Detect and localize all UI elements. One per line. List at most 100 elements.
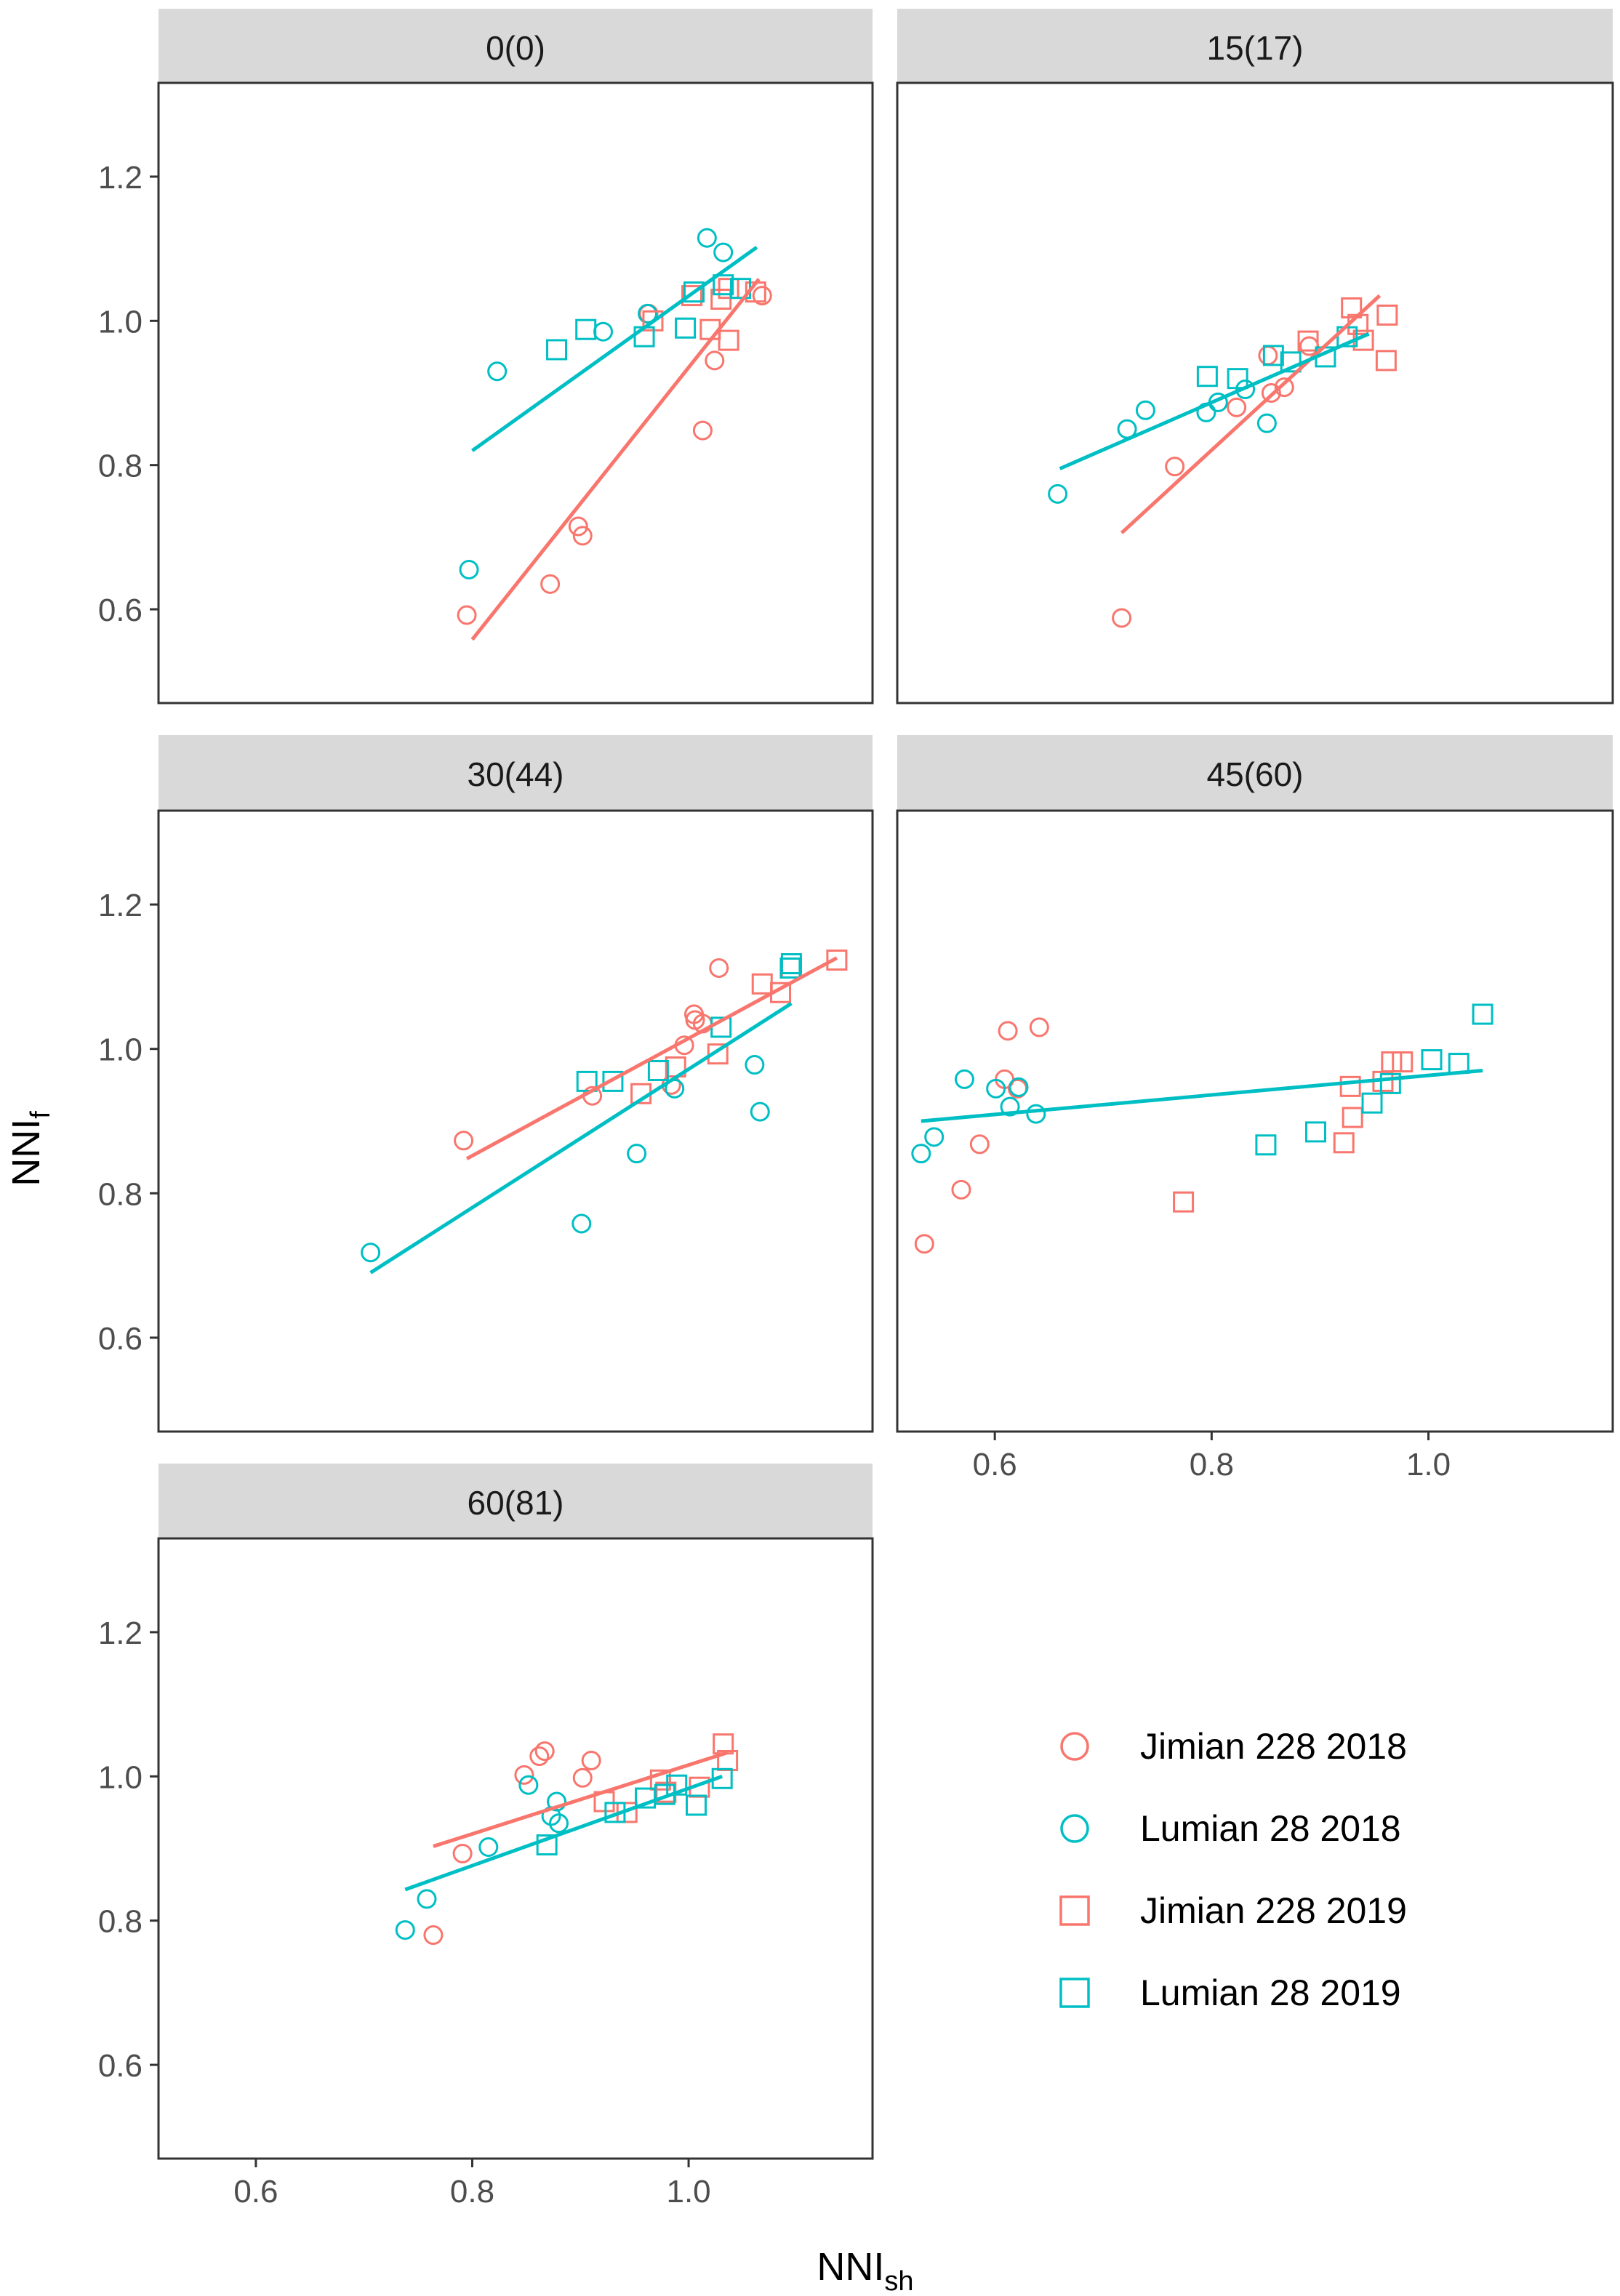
data-point-j18: [998, 1021, 1018, 1041]
data-point-j18: [752, 286, 772, 306]
data-point-j18: [534, 1741, 555, 1762]
data-point-l18: [924, 1127, 945, 1147]
data-point-j18: [572, 1767, 593, 1788]
x-tick-label: 1.0: [666, 2174, 710, 2209]
data-point-j19: [1333, 1132, 1355, 1154]
y-axis-title-main: NNI: [4, 1119, 48, 1187]
data-point-l19: [1262, 345, 1284, 366]
data-point-l18: [395, 1920, 415, 1940]
data-point-l18: [1048, 483, 1068, 504]
x-tick-label: 0.8: [1190, 1447, 1234, 1482]
data-point-j18: [572, 526, 593, 546]
data-point-l18: [911, 1144, 931, 1164]
y-tick-label: 0.8: [98, 1176, 143, 1212]
data-point-l18: [954, 1069, 974, 1089]
facet-strip: [159, 735, 873, 811]
data-point-l19: [647, 1059, 669, 1081]
data-point-j18: [692, 420, 713, 441]
fit-line-lumian: [1059, 332, 1370, 470]
axes: 0.6 0.8 1.0 1.2 0.6 0.8 1.0 1.2 0.6 0.8 1.0 0.6 0.8 1…: [98, 160, 1451, 2209]
panel-border: [896, 81, 1614, 705]
data-point-l18: [697, 228, 717, 248]
x-tick-label: 0.8: [450, 2174, 494, 2209]
panel-border: [896, 809, 1614, 1433]
data-point-l18: [487, 361, 508, 382]
data-point-l19: [602, 1070, 624, 1092]
x-axis-title-subscript: sh: [884, 2266, 913, 2296]
data-point-j18: [454, 1131, 474, 1151]
data-point-j18: [1261, 383, 1281, 403]
y-tick-label: 1.0: [98, 1759, 143, 1795]
data-point-l18: [638, 303, 658, 324]
legend-label: Jimian 228 2019: [1140, 1890, 1407, 1931]
legend-item: Lumian 28 2019: [1059, 1972, 1401, 2013]
data-point-j19: [1339, 1075, 1361, 1097]
data-point-j19: [1297, 330, 1319, 352]
facet-panel: 15(17): [896, 9, 1614, 705]
data-point-j19: [1342, 1107, 1363, 1128]
data-point-j19: [1381, 1051, 1403, 1073]
y-tick-label: 0.6: [98, 1321, 143, 1357]
fit-line-lumian: [369, 1002, 793, 1275]
data-point-j18: [423, 1925, 444, 1946]
data-point-l19: [575, 318, 597, 340]
legend-label: Lumian 28 2018: [1140, 1808, 1401, 1849]
data-point-l18: [713, 242, 734, 262]
fit-line-lumian: [471, 246, 758, 452]
facet-panel: 30(44): [157, 735, 874, 1433]
data-point-l19: [675, 317, 697, 339]
y-tick-label: 1.0: [98, 304, 143, 340]
data-point-j18: [457, 605, 477, 625]
data-point-l18: [1235, 380, 1256, 400]
facet-strip: [159, 9, 873, 84]
data-point-l19: [683, 281, 705, 303]
data-point-l18: [361, 1243, 381, 1263]
y-tick-label: 0.8: [98, 449, 143, 484]
data-point-j18: [709, 958, 729, 978]
x-axis-title-main: NNI: [817, 2245, 884, 2289]
data-point-j19: [718, 329, 739, 351]
data-point-j18: [581, 1750, 601, 1770]
data-point-l18: [572, 1213, 592, 1234]
facet-panel: 60(81): [157, 1464, 874, 2160]
data-point-l18: [1135, 400, 1155, 420]
data-point-l18: [478, 1837, 499, 1858]
data-point-j19: [710, 289, 732, 310]
facet-strip-label: 60(81): [468, 1484, 564, 1522]
facet-strip-label: 45(60): [1207, 755, 1304, 793]
legend-key-square: [1059, 1895, 1090, 1926]
data-point-j19: [826, 950, 848, 971]
data-point-l19: [780, 953, 802, 975]
legend-item: Jimian 228 2018: [1060, 1726, 1407, 1767]
y-tick-label: 1.0: [98, 1032, 143, 1068]
data-point-l18: [745, 1055, 765, 1075]
data-point-j19: [1392, 1051, 1414, 1073]
facet-strip: [159, 1464, 873, 1539]
data-point-j19: [707, 1043, 729, 1065]
y-tick-label: 0.6: [98, 2048, 143, 2084]
x-tick-label: 1.0: [1406, 1447, 1451, 1482]
data-point-j18: [705, 350, 725, 371]
data-point-l19: [1196, 366, 1218, 388]
legend-key-square: [1059, 1978, 1090, 2008]
y-tick-label: 0.6: [98, 593, 143, 628]
data-point-j18: [568, 516, 588, 537]
facet-panel: 0(0): [157, 9, 874, 705]
data-point-l18: [986, 1078, 1006, 1099]
data-point-l19: [685, 1794, 707, 1816]
data-point-j18: [452, 1843, 473, 1863]
y-tick-label: 0.8: [98, 1904, 143, 1940]
legend-key-circle: [1060, 1732, 1089, 1761]
data-point-l19: [546, 339, 568, 361]
data-point-l18: [518, 1775, 539, 1795]
data-point-l18: [627, 1144, 647, 1164]
data-point-j19: [718, 278, 739, 300]
panel-border: [157, 81, 874, 705]
data-point-j19: [1341, 297, 1363, 318]
data-point-l18: [549, 1813, 569, 1834]
y-axis-title: NNIf: [4, 1111, 56, 1187]
data-point-j18: [1029, 1017, 1049, 1037]
data-point-j19: [1376, 304, 1398, 326]
data-point-j18: [1112, 608, 1132, 628]
